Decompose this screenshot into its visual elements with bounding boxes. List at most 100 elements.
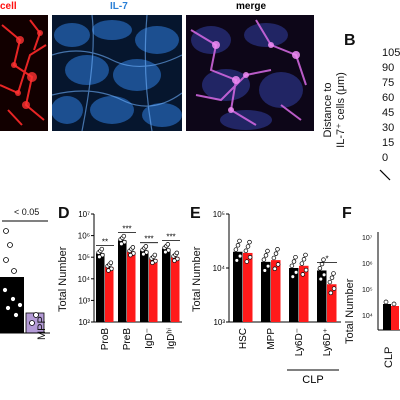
- category-label: MPP: [266, 328, 277, 350]
- bar: [162, 248, 171, 322]
- y-tick-label: 10⁶: [78, 232, 90, 241]
- data-point: [300, 272, 306, 277]
- micrograph-mid-title: IL-7: [110, 1, 128, 12]
- category-label: PreB: [122, 328, 133, 351]
- data-point: [247, 239, 252, 245]
- data-point: [99, 246, 105, 252]
- panel-b-tick: 0: [382, 152, 389, 164]
- y-tick-label: 10⁵: [213, 210, 225, 219]
- panel-e-chart: 10³ 10⁴ 10⁵ HSC MPP Ly6D⁻ * Ly6D⁺ CLP: [213, 210, 341, 386]
- significance-label: ***: [166, 233, 175, 242]
- panel-f-tick: 10⁷: [362, 235, 373, 242]
- data-point: [108, 260, 114, 265]
- data-point: [141, 251, 146, 257]
- data-point: [172, 258, 177, 263]
- category-label: Ly6D⁻: [294, 328, 305, 356]
- panel-f-label: F: [342, 205, 352, 222]
- data-point: [130, 245, 136, 250]
- data-point: [289, 263, 295, 269]
- y-tick-label: 10⁷: [78, 210, 90, 219]
- category-label: IgDʰⁱ: [166, 328, 177, 349]
- panel-e-ylabel: Total Number: [191, 246, 203, 312]
- micrograph-red-channel: [0, 15, 48, 131]
- bar: [171, 257, 180, 322]
- data-point: [271, 255, 277, 261]
- data-point: [291, 259, 297, 264]
- y-tick-label: 10²: [78, 318, 90, 327]
- panel-b-ylabel-line2: IL-7⁺ cells (μm): [335, 72, 347, 148]
- significance-label: *: [325, 254, 328, 263]
- category-label: HSC: [238, 328, 249, 349]
- significance-label: ***: [122, 224, 131, 233]
- panel-f-ylabel: Total Number: [344, 278, 356, 344]
- data-point: [150, 260, 155, 265]
- data-point: [331, 286, 337, 291]
- data-point: [329, 275, 335, 281]
- data-point: [318, 276, 324, 282]
- data-point: [293, 254, 298, 260]
- bar: [127, 251, 136, 322]
- panel-f-category-fragment: CLP: [383, 346, 395, 368]
- panel-c-partial-chart: [0, 220, 50, 334]
- data-point: [245, 244, 251, 249]
- bar: [118, 240, 127, 322]
- data-point: [328, 290, 334, 296]
- panel-b-tick: 60: [382, 92, 395, 104]
- data-point: [143, 244, 149, 249]
- data-point: [119, 241, 124, 247]
- bar: [149, 259, 158, 322]
- data-point: [331, 271, 336, 276]
- panel-d-ylabel: Total Number: [57, 246, 69, 312]
- data-point: [263, 253, 269, 258]
- data-point: [174, 250, 180, 256]
- data-point: [299, 261, 305, 266]
- panel-f-tick: 10⁴: [362, 313, 373, 320]
- bar: [327, 284, 337, 322]
- significance-label: ***: [144, 235, 153, 244]
- panel-b-ylabel-line1: Distance to: [322, 82, 334, 138]
- data-point: [272, 266, 278, 271]
- category-label: Ly6D⁺: [322, 328, 333, 356]
- panel-d-label: D: [58, 205, 70, 222]
- bar: [261, 261, 271, 322]
- y-tick-label: 10³: [78, 296, 90, 305]
- micrograph-blue-channel: [52, 15, 182, 131]
- panel-b-tick: 90: [382, 62, 395, 74]
- data-point: [165, 242, 171, 247]
- data-point: [321, 272, 327, 278]
- panel-c-significance: < 0.05: [14, 207, 40, 217]
- panel-b-tick: 30: [382, 122, 395, 134]
- data-point: [317, 266, 323, 271]
- category-label: ProB: [100, 328, 111, 351]
- panel-f-tick: 10⁵: [362, 287, 373, 294]
- panel-f-partial-chart: [377, 232, 400, 331]
- data-point: [293, 270, 299, 275]
- micrograph-left-title: cell: [0, 1, 17, 12]
- panel-b-ticks: 105 90 75 60 45 30 15 0: [382, 46, 400, 166]
- data-point: [273, 251, 279, 256]
- data-point: [234, 258, 240, 263]
- micrograph-right-title: merge: [236, 1, 267, 12]
- panel-f-tick: 10⁶: [362, 261, 373, 268]
- panel-b-tick: 45: [382, 107, 395, 119]
- data-point: [327, 279, 333, 285]
- bar: [317, 270, 327, 322]
- data-point: [106, 268, 111, 273]
- panel-b-tick: 105: [382, 47, 400, 59]
- panel-b-axis-fragment: [379, 169, 391, 181]
- data-point: [275, 262, 281, 267]
- data-point: [243, 248, 249, 254]
- data-point: [261, 257, 267, 262]
- data-point: [97, 254, 102, 260]
- data-point: [233, 247, 239, 252]
- data-point: [237, 238, 242, 244]
- micrograph-merge: [186, 15, 314, 131]
- data-point: [275, 247, 280, 252]
- bar: [271, 260, 281, 322]
- data-point: [301, 257, 307, 262]
- bar: [140, 250, 149, 322]
- data-point: [265, 263, 271, 269]
- data-point: [152, 252, 158, 258]
- panel-c-category-fragment: MPP: [36, 316, 48, 340]
- data-point: [303, 252, 308, 258]
